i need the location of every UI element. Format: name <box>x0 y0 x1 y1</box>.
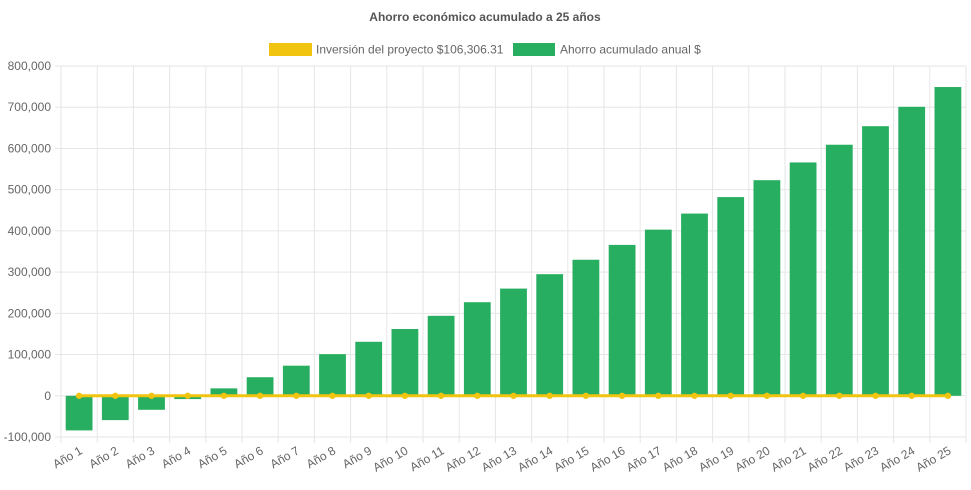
x-tick-label: Año 21 <box>769 443 809 474</box>
bar-ahorro <box>355 341 383 396</box>
investment-point <box>293 392 300 399</box>
bar-ahorro <box>753 180 781 396</box>
legend-label-savings: Ahorro acumulado anual $ <box>560 43 701 57</box>
investment-point <box>836 392 843 399</box>
x-tick-label: Año 1 <box>50 443 84 471</box>
investment-point <box>112 392 119 399</box>
x-tick-label: Año 17 <box>624 443 664 474</box>
investment-point <box>148 392 155 399</box>
bar-ahorro <box>391 328 419 396</box>
bars <box>65 87 962 431</box>
bar-ahorro <box>282 365 310 396</box>
bar-ahorro <box>319 354 346 396</box>
investment-point <box>365 392 372 399</box>
x-tick-label: Año 22 <box>805 443 845 474</box>
x-tick-label: Año 24 <box>877 443 917 474</box>
x-tick-label: Año 5 <box>195 443 229 471</box>
grid <box>60 65 967 438</box>
bar-ahorro <box>644 229 672 396</box>
bar-ahorro <box>500 288 527 396</box>
investment-point <box>944 392 952 399</box>
legend-item-investment[interactable]: Inversión del proyecto $106,306.31 <box>269 43 504 57</box>
x-tick-label: Año 20 <box>732 443 772 474</box>
x-tick-label: Año 10 <box>370 443 410 474</box>
investment-point <box>655 392 662 399</box>
investment-point <box>691 392 698 399</box>
investment-point <box>256 392 264 399</box>
y-tick-label: 800,000 <box>8 59 52 73</box>
x-tick-label: Año 4 <box>159 443 193 471</box>
investment-point <box>437 392 445 399</box>
investment-point <box>799 392 807 399</box>
x-tick-label: Año 18 <box>660 443 700 474</box>
investment-point <box>582 392 590 399</box>
investment-point <box>510 392 517 399</box>
chart-title: Ahorro económico acumulado a 25 años <box>369 10 601 24</box>
x-tick-label: Año 9 <box>340 443 374 471</box>
bar-ahorro <box>717 197 745 396</box>
y-tick-label: 200,000 <box>8 306 52 320</box>
x-tick-label: Año 2 <box>87 443 121 471</box>
bar-ahorro <box>681 213 708 396</box>
bar-ahorro <box>898 106 926 396</box>
bar-ahorro <box>825 144 853 396</box>
investment-point <box>220 392 228 399</box>
investment-point <box>546 392 553 399</box>
legend-item-savings[interactable]: Ahorro acumulado anual $ <box>513 43 701 57</box>
y-tick-label: 600,000 <box>8 141 52 155</box>
bar-ahorro <box>934 87 962 396</box>
y-axis: -100,000 0 100,000 200,000 300,000 400,000 500… <box>4 59 61 444</box>
bar-ahorro <box>427 315 455 396</box>
bar-ahorro <box>789 162 817 396</box>
x-tick-label: Año 15 <box>551 443 591 474</box>
bar-ahorro <box>572 259 600 396</box>
legend-label-investment: Inversión del proyecto $106,306.31 <box>316 43 504 57</box>
investment-line <box>75 392 952 399</box>
bar-ahorro <box>65 395 93 431</box>
bar-ahorro <box>101 395 129 421</box>
bar-ahorro <box>210 388 238 396</box>
investment-point <box>872 392 879 399</box>
x-tick-label: Año 14 <box>515 443 555 474</box>
bar-ahorro <box>862 126 889 396</box>
x-tick-label: Año 19 <box>696 443 736 474</box>
investment-point <box>908 392 915 399</box>
y-tick-label: 400,000 <box>8 224 52 238</box>
y-tick-label: 500,000 <box>8 183 52 197</box>
bar-ahorro <box>246 377 274 396</box>
y-tick-label: 0 <box>44 389 51 403</box>
bar-ahorro <box>608 244 636 396</box>
bar-ahorro <box>536 274 564 396</box>
investment-point <box>401 392 409 399</box>
y-tick-label: 100,000 <box>8 348 52 362</box>
bar-ahorro <box>138 395 165 410</box>
y-tick-label: -100,000 <box>4 430 52 444</box>
x-tick-label: Año 25 <box>913 443 953 474</box>
x-axis: Año 1 Año 2 Año 3 Año 4 Año 5 Año 6 Año 7 Año 8… <box>50 437 967 475</box>
legend-swatch-investment <box>269 43 312 56</box>
investment-point <box>329 392 336 399</box>
investment-point <box>618 392 626 399</box>
x-tick-label: Año 16 <box>588 443 628 474</box>
investment-point <box>727 392 734 399</box>
x-tick-label: Año 11 <box>407 443 446 474</box>
legend-swatch-savings <box>513 43 555 56</box>
investment-point <box>75 392 83 399</box>
bar-ahorro <box>463 302 491 396</box>
x-tick-label: Año 6 <box>231 443 265 471</box>
x-tick-label: Año 23 <box>841 443 881 474</box>
investment-point <box>474 392 481 399</box>
x-tick-label: Año 7 <box>268 443 302 471</box>
legend: Inversión del proyecto $106,306.31 Ahorr… <box>269 43 701 57</box>
x-tick-label: Año 12 <box>443 443 483 474</box>
x-tick-label: Año 13 <box>479 443 519 474</box>
investment-point <box>184 392 191 399</box>
x-tick-label: Año 3 <box>123 443 157 471</box>
y-tick-label: 700,000 <box>8 100 52 114</box>
investment-point <box>763 392 771 399</box>
y-tick-label: 300,000 <box>8 265 52 279</box>
x-tick-label: Año 8 <box>304 443 338 471</box>
